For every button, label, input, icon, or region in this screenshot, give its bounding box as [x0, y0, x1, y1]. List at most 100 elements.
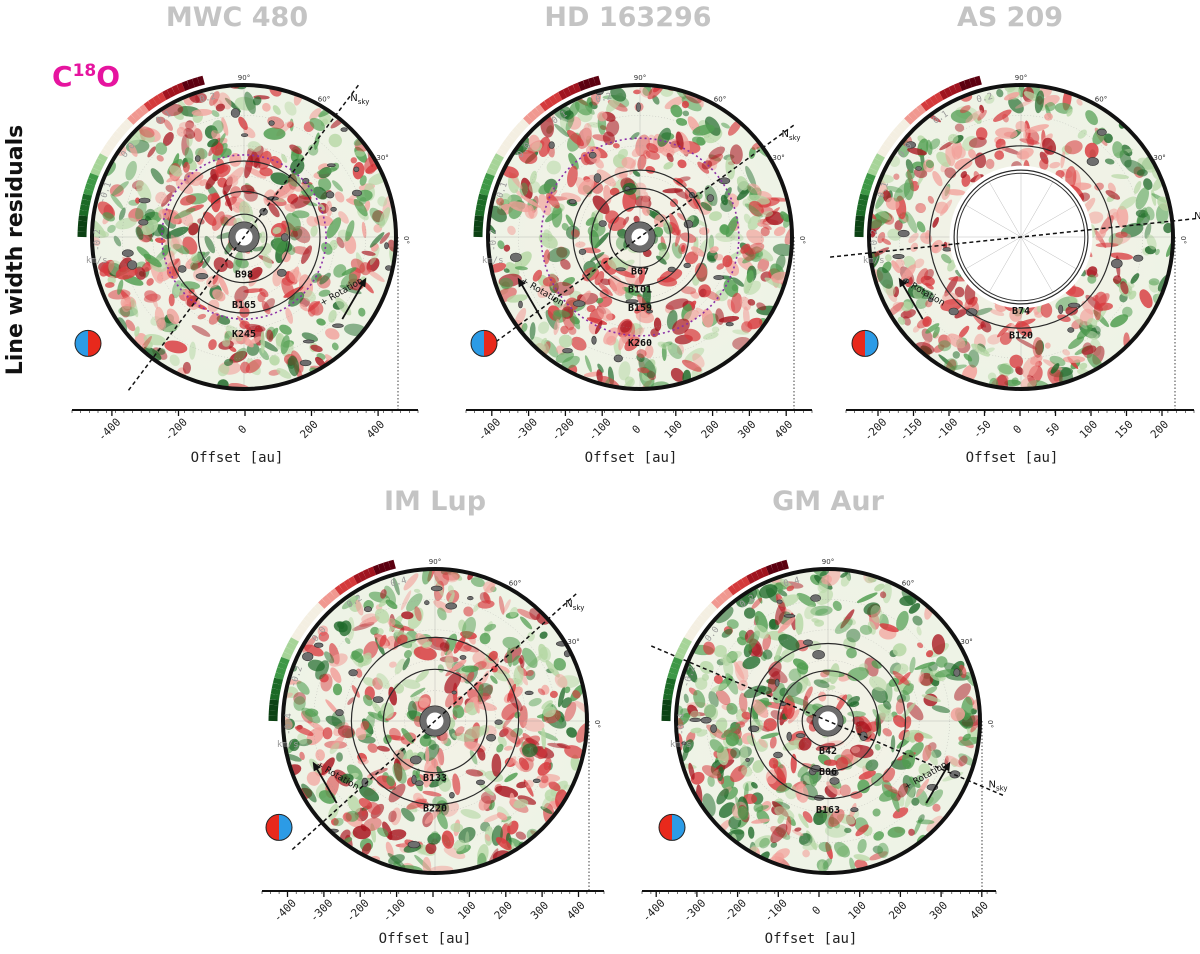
residual-blob — [613, 143, 620, 149]
residual-blob — [637, 367, 650, 374]
residual-blob — [337, 725, 355, 739]
residual-blob — [1146, 234, 1157, 250]
colorbar-segment — [916, 104, 927, 115]
colorbar-segment — [186, 78, 195, 90]
residual-blob — [630, 132, 640, 140]
residual-blob — [600, 278, 612, 286]
residual-blob — [175, 179, 194, 195]
indicator-left — [75, 330, 88, 357]
residual-blob — [222, 338, 231, 347]
residual-blob — [918, 763, 931, 777]
colorbar-segment — [123, 118, 134, 129]
residual-blob — [912, 615, 923, 626]
residual-blob — [440, 802, 450, 816]
masked-patch — [451, 690, 457, 695]
x-tick-label: 0 — [424, 904, 438, 918]
residual-blob — [818, 861, 824, 873]
residual-blob — [361, 250, 376, 256]
residual-blob — [505, 756, 517, 767]
residual-blob — [203, 211, 217, 226]
residual-blob — [980, 320, 992, 333]
residual-blob — [703, 289, 721, 301]
residual-blob — [850, 791, 863, 799]
residual-blob — [1007, 323, 1016, 334]
residual-blob — [1136, 169, 1148, 177]
residual-blob — [432, 796, 448, 810]
residual-blob — [917, 642, 924, 649]
dust-ring — [220, 213, 268, 261]
colorbar-segment — [81, 193, 92, 201]
residual-blob — [521, 322, 528, 333]
masked-patch — [230, 108, 240, 118]
residual-blob — [461, 665, 479, 673]
colorbar-segment — [963, 78, 972, 90]
colorbar-tick: -0.4 — [284, 713, 294, 735]
residual-blob — [774, 848, 790, 860]
colorbar-segment — [863, 177, 874, 187]
residual-blob — [458, 827, 476, 843]
residual-blob — [147, 146, 156, 158]
masked-patch — [588, 151, 597, 159]
x-tick-label: -150 — [897, 416, 925, 444]
masked-patch — [1067, 327, 1075, 333]
residual-blob — [909, 776, 921, 789]
masked-patch — [745, 757, 750, 762]
masked-patch — [591, 335, 597, 345]
colorbar-segment — [929, 94, 940, 106]
cavity-spoke — [965, 204, 1022, 238]
residual-blob — [370, 626, 380, 636]
residual-blob — [885, 254, 892, 262]
residual-blob — [947, 333, 966, 349]
masked-patch — [948, 307, 959, 316]
masked-patch — [859, 731, 868, 742]
x-tick-label: 300 — [735, 418, 758, 441]
residual-blob — [538, 183, 552, 195]
colorbar-segment — [322, 595, 332, 606]
residual-blob — [529, 322, 536, 340]
residual-blob — [293, 696, 306, 711]
residual-blob — [892, 670, 911, 686]
residual-blob — [936, 656, 948, 668]
residual-blob — [525, 737, 540, 746]
residual-blob — [696, 136, 706, 146]
residual-blob — [238, 116, 248, 130]
colorbar-unit: km/s — [86, 256, 108, 266]
masked-patch — [776, 599, 783, 604]
residual-blob — [711, 683, 728, 693]
ring-label: B42 — [819, 746, 837, 757]
residual-blob — [714, 253, 724, 261]
residual-blob — [583, 123, 592, 140]
residual-blob — [539, 631, 548, 639]
rotation-arrowhead — [517, 277, 526, 288]
residual-blob — [681, 100, 690, 109]
residual-blob — [818, 691, 827, 702]
residual-blob — [339, 773, 354, 784]
residual-blob — [370, 823, 377, 843]
colorbar-segment — [588, 77, 596, 88]
residual-blob — [1105, 190, 1121, 200]
residual-blob — [462, 616, 476, 639]
residual-blob — [336, 752, 343, 762]
residual-blob — [387, 853, 406, 869]
residual-blob — [338, 620, 352, 637]
residual-blob — [281, 153, 288, 163]
residual-blob — [331, 342, 339, 351]
masked-patch — [351, 189, 363, 197]
x-tick-label: -300 — [512, 416, 540, 444]
residual-blob — [856, 592, 878, 603]
residual-blob — [932, 803, 941, 812]
residual-blob — [1148, 278, 1160, 286]
residual-blob — [496, 812, 508, 821]
residual-blob — [307, 144, 319, 156]
angle-label: 90° — [1015, 74, 1027, 82]
panel-title: MWC 480 — [166, 2, 308, 33]
residual-blob — [684, 251, 699, 265]
residual-blob — [857, 838, 867, 854]
residual-blob — [319, 272, 331, 285]
x-axis-label: Offset [au] — [966, 450, 1059, 466]
x-tick-label: 400 — [772, 418, 795, 441]
residual-blob — [215, 164, 231, 178]
residual-blob — [385, 599, 398, 610]
residual-blob — [221, 117, 229, 136]
residual-blob — [425, 842, 437, 855]
